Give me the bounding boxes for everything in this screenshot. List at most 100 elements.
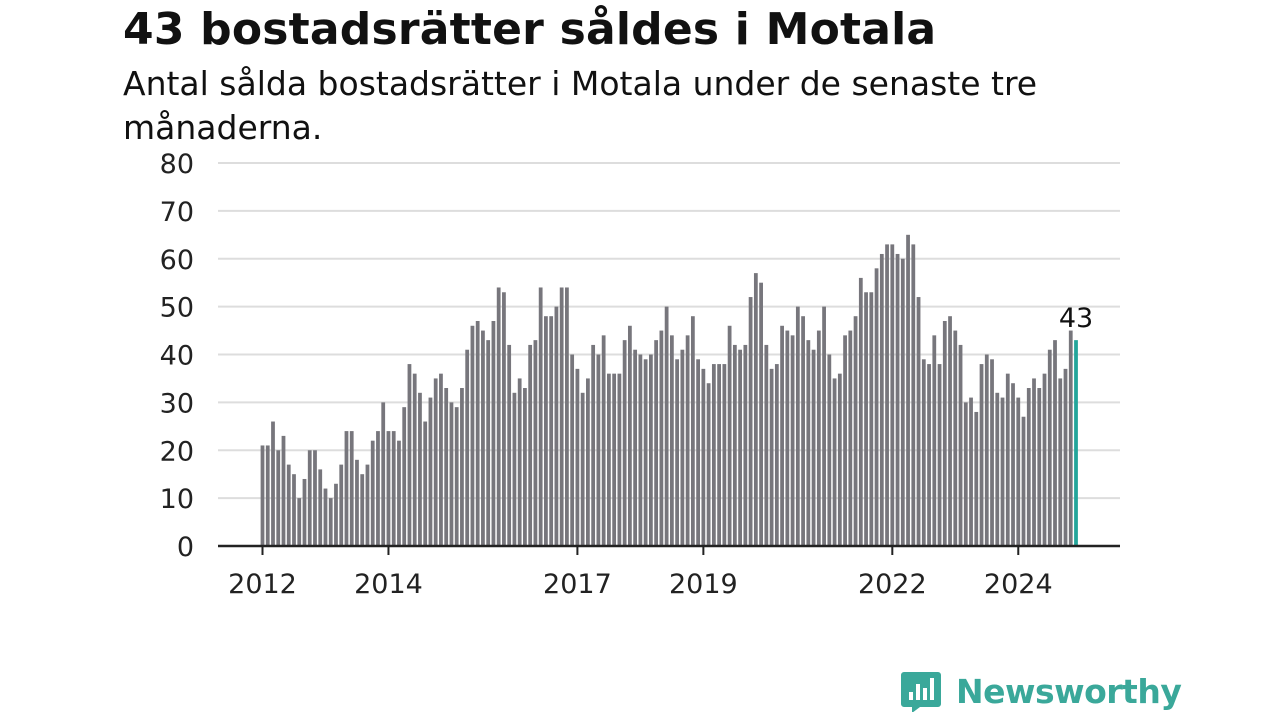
bar bbox=[265, 445, 270, 546]
bar bbox=[701, 368, 706, 546]
bar bbox=[1021, 416, 1026, 546]
bar bbox=[885, 244, 889, 546]
bar bbox=[538, 287, 543, 546]
bar bbox=[900, 258, 905, 546]
bar bbox=[607, 373, 611, 546]
bar bbox=[648, 354, 653, 546]
bar bbox=[528, 344, 533, 546]
bar bbox=[533, 340, 538, 546]
bar bbox=[1032, 378, 1036, 546]
bar bbox=[690, 316, 695, 546]
y-tick-label: 50 bbox=[160, 293, 194, 324]
bar bbox=[423, 421, 428, 546]
bar bbox=[669, 335, 674, 546]
bar bbox=[439, 373, 443, 546]
bar bbox=[696, 359, 701, 546]
bar bbox=[502, 292, 506, 546]
bar bbox=[1005, 373, 1010, 546]
newsworthy-logo: Newsworthy bbox=[900, 670, 1182, 712]
bar bbox=[328, 498, 333, 546]
bar bbox=[334, 483, 338, 546]
bar bbox=[911, 244, 916, 546]
bar bbox=[622, 340, 627, 546]
bar bbox=[664, 306, 669, 546]
bar bbox=[575, 368, 580, 546]
chart-subtitle: Antal sålda bostadsrätter i Motala under… bbox=[123, 64, 1038, 147]
bar bbox=[837, 373, 842, 546]
bar bbox=[612, 373, 617, 546]
x-tick-label: 2024 bbox=[984, 569, 1053, 600]
y-tick-label: 80 bbox=[160, 149, 194, 180]
bar bbox=[475, 320, 480, 546]
bar bbox=[486, 340, 491, 546]
bar bbox=[318, 469, 323, 546]
chart-title: 43 bostadsrätter såldes i Motala bbox=[123, 4, 937, 55]
bar bbox=[785, 330, 790, 546]
bar bbox=[1058, 378, 1063, 546]
bar bbox=[349, 431, 354, 546]
bar bbox=[1068, 330, 1073, 546]
bar bbox=[1000, 397, 1005, 546]
bar bbox=[759, 282, 763, 546]
bar bbox=[858, 277, 863, 546]
bar bbox=[549, 316, 554, 546]
bar bbox=[869, 292, 874, 546]
bar bbox=[454, 407, 459, 546]
bar bbox=[979, 364, 984, 546]
bar bbox=[313, 450, 317, 546]
bar bbox=[412, 373, 417, 546]
x-tick-label: 2019 bbox=[669, 569, 738, 600]
bar bbox=[942, 320, 947, 546]
bar bbox=[1042, 373, 1047, 546]
bar bbox=[711, 364, 716, 546]
bar bbox=[292, 474, 296, 546]
y-tick-label: 10 bbox=[160, 484, 194, 515]
bar bbox=[795, 306, 800, 546]
bar bbox=[790, 335, 795, 546]
bar bbox=[428, 397, 433, 546]
bar bbox=[591, 344, 596, 546]
bar bbox=[958, 344, 963, 546]
bar bbox=[811, 349, 816, 546]
bar bbox=[386, 431, 391, 546]
bar bbox=[570, 354, 575, 546]
bar bbox=[654, 340, 659, 546]
bar bbox=[853, 316, 858, 546]
bar bbox=[727, 325, 732, 546]
bar bbox=[1053, 340, 1057, 546]
bar bbox=[617, 373, 622, 546]
bar bbox=[995, 392, 1000, 546]
bar bbox=[774, 364, 779, 546]
bar bbox=[565, 287, 569, 546]
bar bbox=[276, 450, 281, 546]
bar bbox=[1016, 397, 1021, 546]
x-tick-label: 2017 bbox=[543, 569, 612, 600]
bar bbox=[874, 268, 879, 546]
bar bbox=[596, 354, 601, 546]
bar bbox=[355, 459, 359, 546]
bar bbox=[407, 364, 412, 546]
y-tick-label: 60 bbox=[160, 245, 194, 276]
bar bbox=[717, 364, 721, 546]
bar bbox=[806, 340, 811, 546]
bar bbox=[916, 297, 921, 546]
x-tick-label: 2022 bbox=[858, 569, 927, 600]
bar bbox=[969, 397, 973, 546]
bar bbox=[932, 335, 937, 546]
bar bbox=[260, 445, 265, 546]
bar bbox=[586, 378, 590, 546]
newsworthy-logo-icon bbox=[901, 672, 941, 712]
bar bbox=[481, 330, 485, 546]
bar bbox=[1037, 388, 1042, 546]
bar bbox=[827, 354, 832, 546]
bar bbox=[984, 354, 989, 546]
bar bbox=[460, 388, 464, 546]
bar bbox=[643, 359, 648, 546]
bar bbox=[302, 478, 307, 546]
bar bbox=[507, 344, 512, 546]
bar bbox=[391, 431, 396, 546]
bar bbox=[554, 306, 559, 546]
bar bbox=[376, 431, 380, 546]
bar bbox=[365, 464, 370, 546]
bar bbox=[732, 344, 737, 546]
